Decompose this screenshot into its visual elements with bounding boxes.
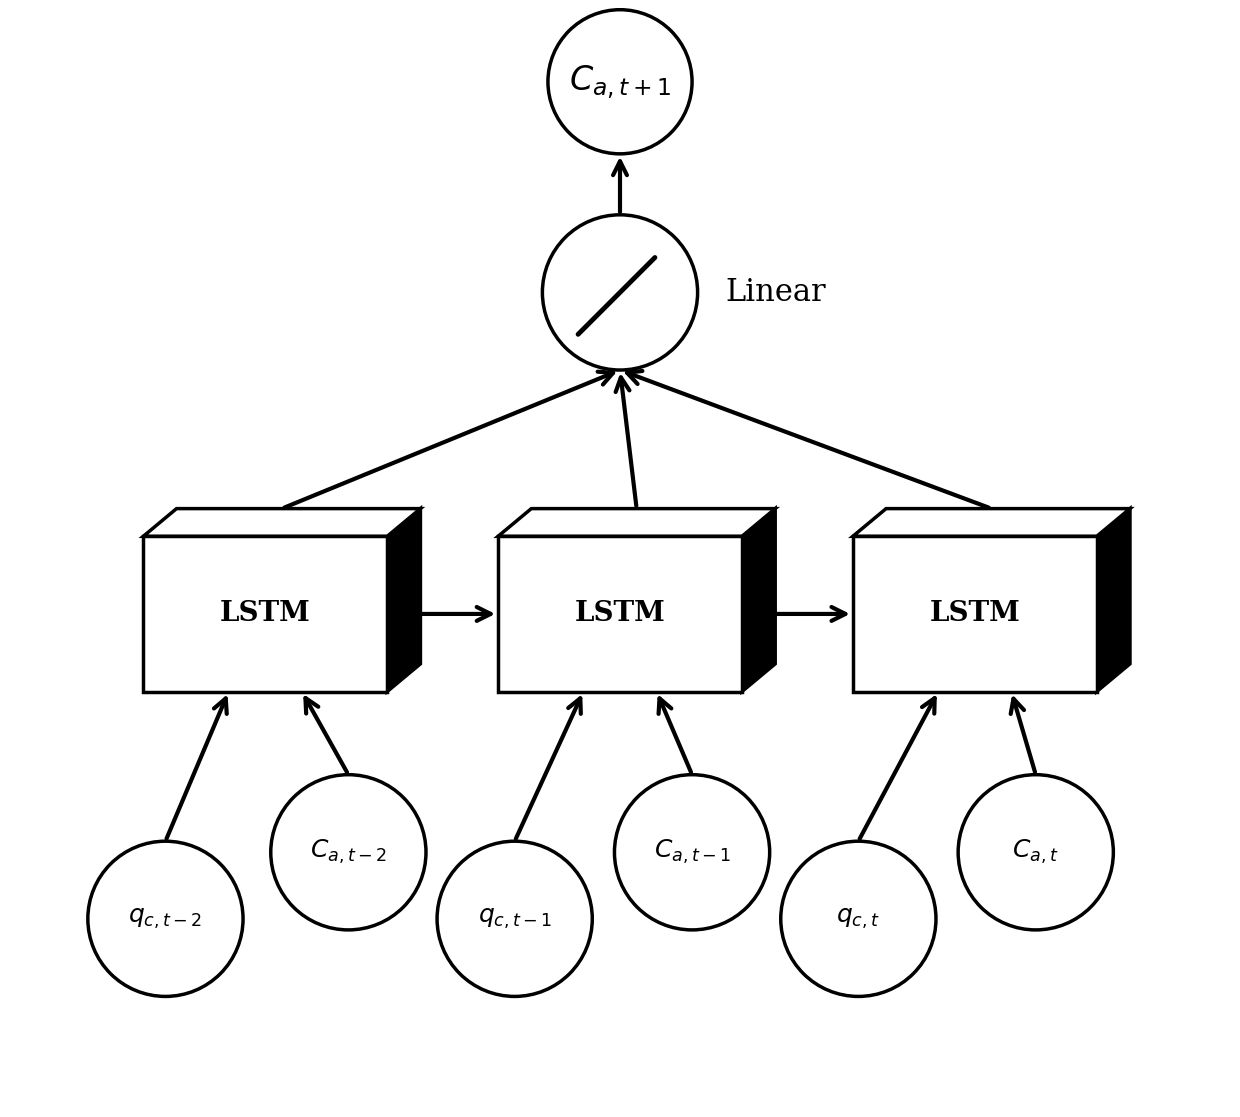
Polygon shape: [144, 508, 420, 536]
Text: $q_{c,t}$: $q_{c,t}$: [837, 907, 880, 930]
Text: $q_{c,t-1}$: $q_{c,t-1}$: [477, 907, 552, 930]
Text: $C_{a,t-2}$: $C_{a,t-2}$: [310, 838, 387, 867]
Circle shape: [615, 775, 770, 930]
Circle shape: [959, 775, 1114, 930]
Polygon shape: [742, 508, 775, 691]
Polygon shape: [1096, 508, 1130, 691]
Text: LSTM: LSTM: [219, 601, 310, 628]
Circle shape: [88, 841, 243, 996]
Text: $C_{a,t}$: $C_{a,t}$: [1013, 838, 1059, 867]
Text: $q_{c,t-2}$: $q_{c,t-2}$: [129, 907, 202, 930]
Circle shape: [542, 214, 698, 370]
Polygon shape: [144, 536, 387, 691]
Text: LSTM: LSTM: [574, 601, 666, 628]
Polygon shape: [498, 508, 775, 536]
Text: $C_{a,t+1}$: $C_{a,t+1}$: [569, 63, 671, 101]
Polygon shape: [498, 536, 742, 691]
Circle shape: [781, 841, 936, 996]
Text: Linear: Linear: [725, 277, 826, 308]
Circle shape: [270, 775, 427, 930]
Circle shape: [436, 841, 593, 996]
Text: LSTM: LSTM: [930, 601, 1021, 628]
Polygon shape: [853, 508, 1130, 536]
Polygon shape: [853, 536, 1096, 691]
Text: $C_{a,t-1}$: $C_{a,t-1}$: [653, 838, 730, 867]
Circle shape: [548, 10, 692, 154]
Polygon shape: [387, 508, 420, 691]
